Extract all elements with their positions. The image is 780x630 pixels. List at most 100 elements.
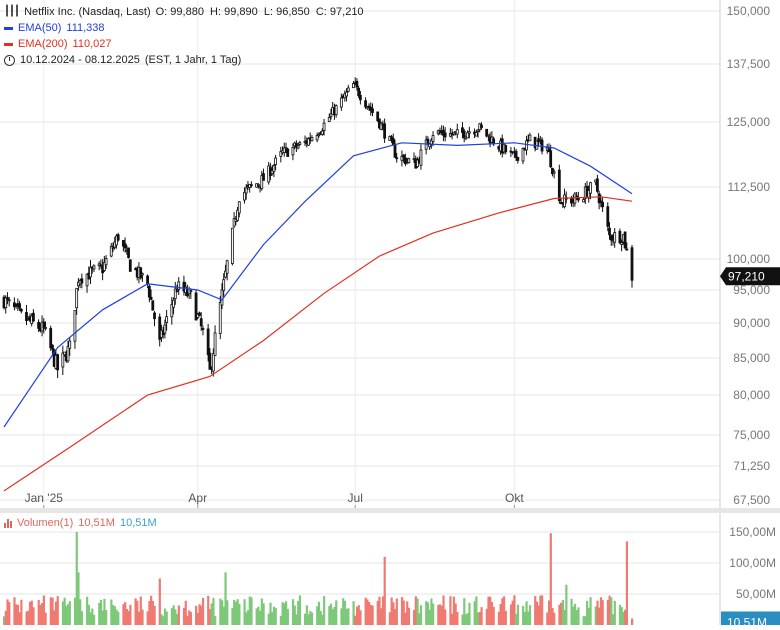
volume-bar: [454, 603, 457, 625]
price-candle: [419, 144, 423, 170]
candle-body: [395, 157, 399, 160]
volume-bar: [378, 596, 381, 625]
volume-bar: [381, 596, 385, 625]
price-tick-label: 125,000: [727, 115, 771, 129]
price-candle: [172, 297, 175, 315]
price-candle: [224, 264, 227, 279]
volume-bar: [61, 601, 65, 625]
legend-ema50-row[interactable]: EMA(50) 111,338: [4, 20, 364, 36]
volume-bar: [259, 610, 262, 625]
instrument-title: Netflix Inc. (Nasdaq, Last): [24, 6, 151, 18]
price-candle: [173, 281, 177, 305]
candle-body: [376, 111, 380, 121]
volume-bar: [32, 607, 35, 625]
volume-bar: [182, 607, 186, 625]
price-candle: [198, 311, 201, 317]
price-candle: [310, 135, 314, 142]
volume-bar: [39, 605, 42, 625]
candle-body: [557, 169, 561, 202]
candle-body: [601, 201, 604, 208]
volume-legend: Volumen(1) 10,51M 10,51M: [4, 515, 157, 531]
volume-label: Volumen(1): [17, 517, 74, 529]
volume-bar: [165, 611, 168, 625]
volume-bar: [207, 595, 210, 625]
price-candle: [395, 152, 399, 163]
volume-bar: [309, 610, 312, 625]
volume-bar: [67, 604, 70, 625]
price-candle: [32, 309, 35, 323]
candle-body: [182, 281, 186, 292]
candle-body: [317, 134, 321, 137]
price-candle: [317, 132, 321, 138]
price-candle: [485, 128, 489, 138]
candle-body: [92, 265, 96, 270]
candle-body: [327, 117, 331, 122]
volume-bar: [610, 597, 613, 625]
candle-body: [75, 288, 79, 309]
price-candle: [109, 242, 113, 258]
candle-body: [18, 303, 21, 309]
volume-bar: [502, 596, 506, 625]
candle-body: [431, 135, 435, 142]
price-candle: [127, 247, 130, 259]
candle-body: [407, 158, 411, 163]
volume-bar: [170, 608, 174, 625]
price-candle: [455, 123, 459, 139]
volume-bar: [357, 605, 360, 625]
legend-ema200-row[interactable]: EMA(200) 110,027: [4, 36, 364, 52]
volume-bar: [103, 598, 106, 625]
volume-bar: [413, 609, 416, 625]
volume-bar: [41, 603, 44, 625]
volume-bar: [174, 609, 177, 625]
volume-bar: [329, 603, 333, 625]
price-candle: [601, 197, 604, 212]
price-candle: [61, 345, 65, 376]
price-candle: [623, 231, 627, 250]
price-candle: [196, 312, 200, 320]
volume-tick-label: 100,00M: [729, 556, 776, 570]
candle-body: [189, 290, 193, 293]
volume-bar: [291, 599, 295, 625]
candle-body: [170, 304, 174, 318]
price-candle: [625, 242, 629, 251]
volume-bar: [222, 606, 225, 625]
price-candle: [42, 318, 46, 334]
volume-bars-icon: [4, 518, 12, 528]
candle-body: [99, 264, 103, 267]
price-candle: [237, 201, 241, 218]
price-candle: [521, 147, 525, 165]
volume-bar: [563, 609, 566, 625]
price-candle: [158, 313, 162, 347]
volume-bar: [298, 595, 302, 625]
volume-bar: [37, 599, 40, 625]
volume-bar: [355, 606, 359, 625]
volume-bar: [393, 609, 397, 625]
volume-bar: [620, 607, 623, 625]
candle-body: [19, 308, 23, 312]
volume-bar: [153, 605, 156, 625]
price-candle: [291, 143, 295, 161]
candle-body: [153, 312, 156, 320]
price-candle: [371, 103, 374, 117]
volume-bar: [584, 616, 587, 625]
candle-body: [272, 165, 276, 172]
volume-bar: [492, 606, 495, 625]
volume-bar: [473, 601, 476, 625]
volume-bar: [418, 613, 421, 625]
volume-bar: [295, 614, 298, 625]
price-candle: [540, 137, 544, 155]
price-candle: [244, 184, 248, 200]
volume-bar: [20, 599, 23, 625]
candle-body: [230, 227, 234, 264]
price-candle: [194, 289, 198, 321]
price-candle: [383, 118, 387, 143]
volume-bar: [257, 606, 260, 625]
volume-bar: [383, 556, 386, 625]
volume-bar: [613, 600, 616, 625]
volume-bar: [16, 604, 20, 625]
price-tick-label: 71,250: [733, 459, 770, 473]
volume-bar: [316, 606, 319, 625]
volume-bar: [572, 606, 575, 625]
price-candle: [391, 133, 395, 146]
